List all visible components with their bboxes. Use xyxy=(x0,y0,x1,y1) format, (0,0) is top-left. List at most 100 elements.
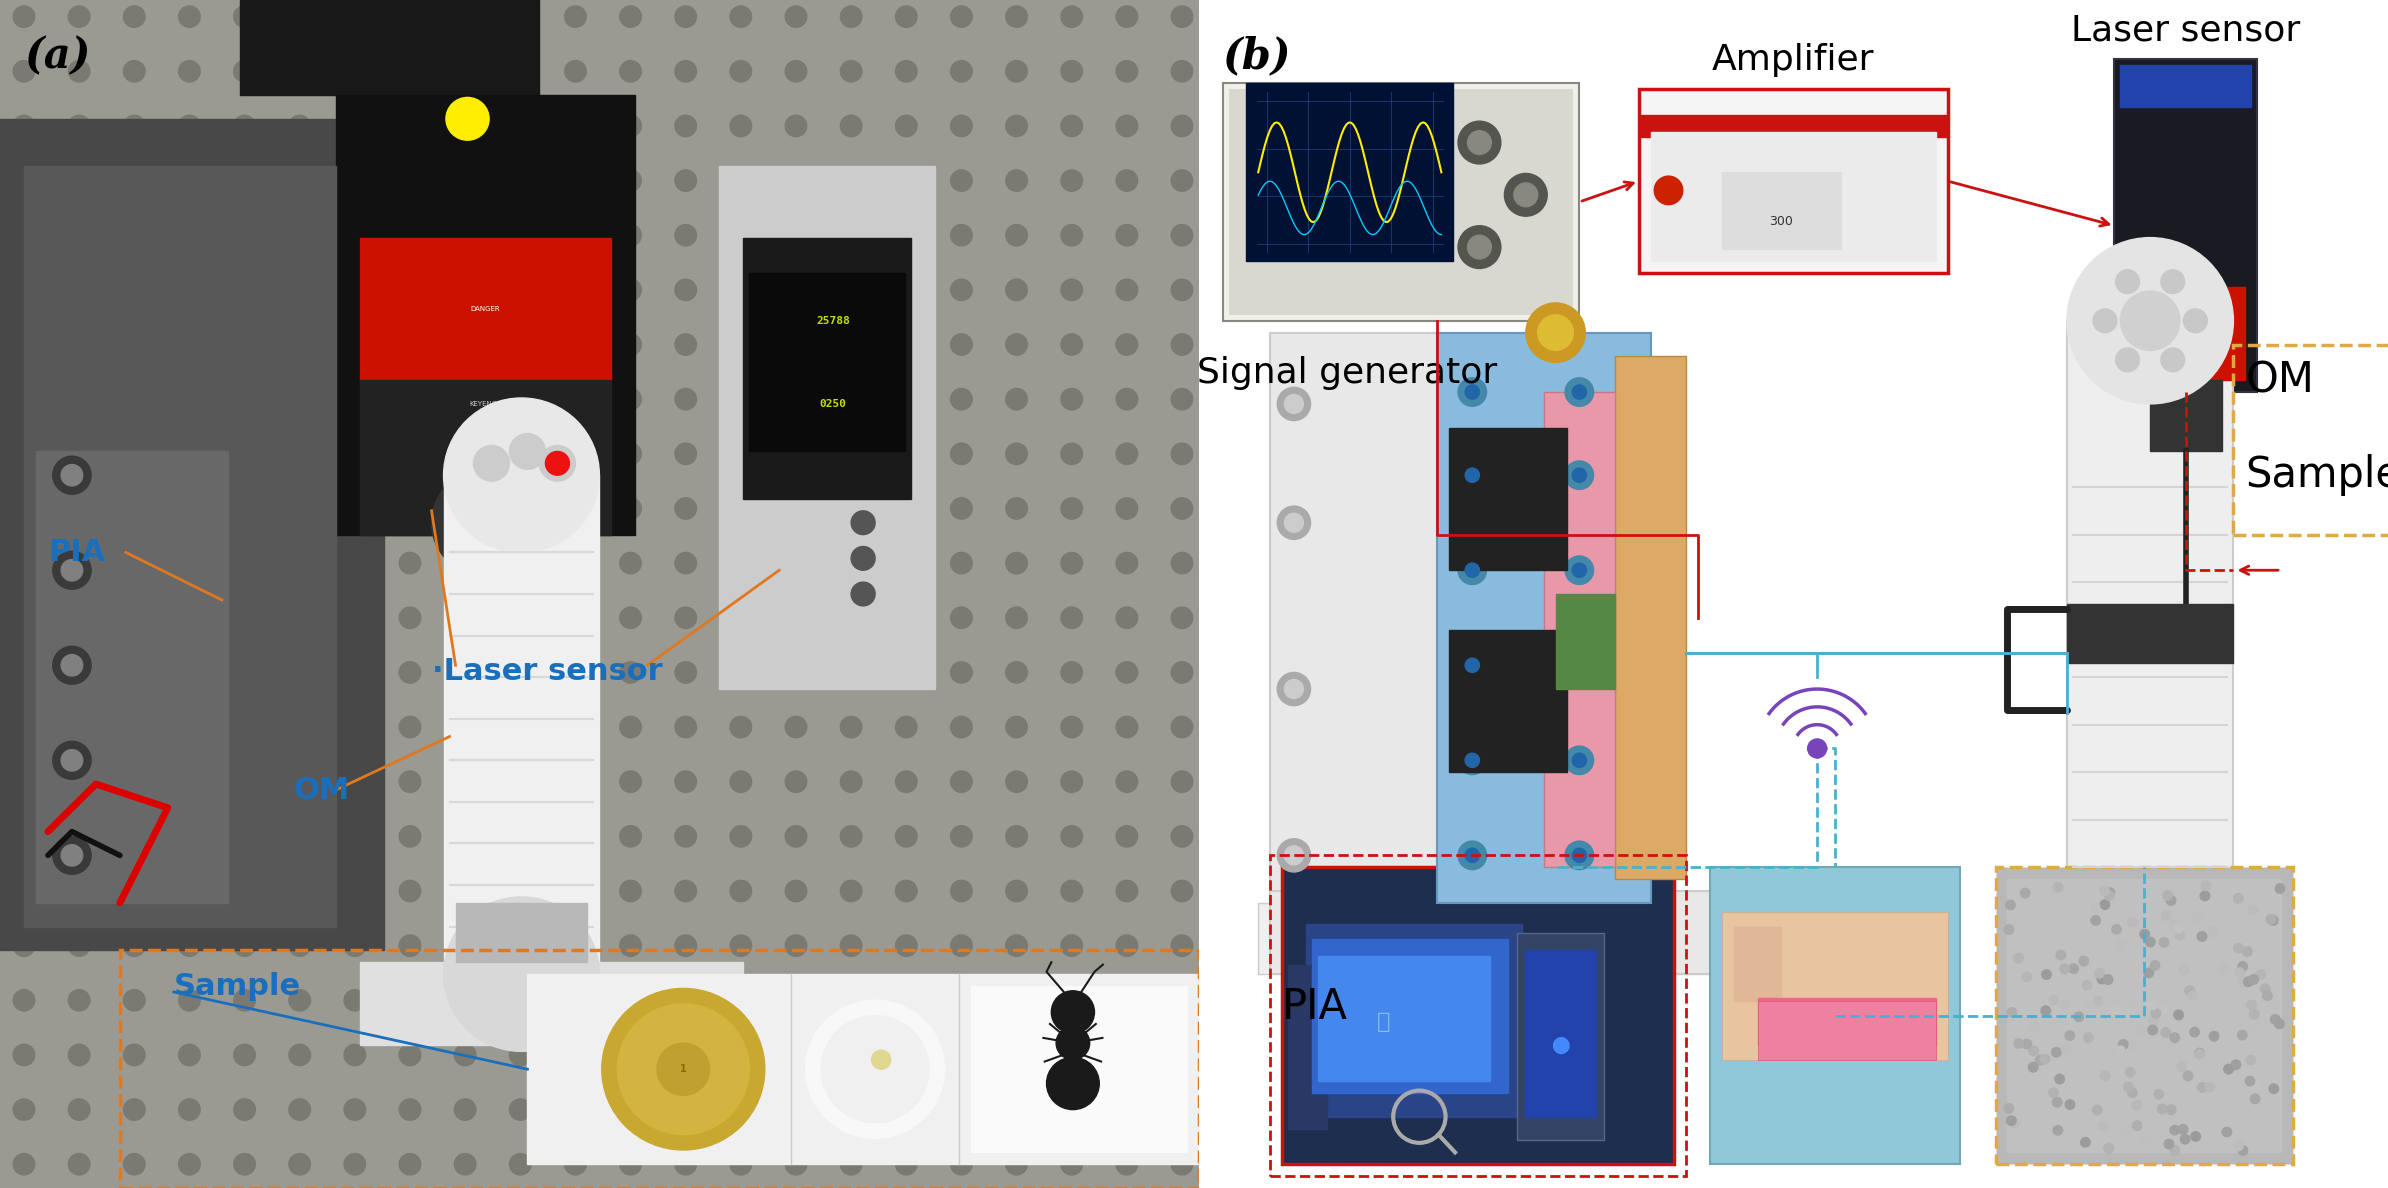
Circle shape xyxy=(2039,1055,2049,1064)
Bar xyxy=(1555,594,1614,689)
Circle shape xyxy=(950,170,972,191)
Circle shape xyxy=(1170,716,1192,738)
Circle shape xyxy=(2090,903,2099,912)
Circle shape xyxy=(564,1044,585,1066)
Circle shape xyxy=(1005,1044,1027,1066)
Circle shape xyxy=(1170,115,1192,137)
Circle shape xyxy=(2180,1135,2190,1144)
Circle shape xyxy=(564,498,585,519)
Circle shape xyxy=(1115,443,1137,465)
Circle shape xyxy=(289,115,310,137)
Circle shape xyxy=(1170,279,1192,301)
Circle shape xyxy=(2061,999,2070,1009)
Circle shape xyxy=(950,443,972,465)
Circle shape xyxy=(896,662,917,683)
Circle shape xyxy=(2230,1060,2240,1069)
Circle shape xyxy=(454,716,475,738)
Circle shape xyxy=(621,115,642,137)
Bar xyxy=(24,166,337,927)
Circle shape xyxy=(1005,388,1027,410)
Circle shape xyxy=(621,1154,642,1175)
Circle shape xyxy=(2166,1105,2175,1114)
Circle shape xyxy=(950,498,972,519)
Circle shape xyxy=(344,334,365,355)
Circle shape xyxy=(124,6,146,27)
Circle shape xyxy=(69,716,91,738)
Text: OM: OM xyxy=(2245,359,2314,402)
Circle shape xyxy=(841,662,862,683)
Circle shape xyxy=(1459,121,1500,164)
Circle shape xyxy=(2240,978,2247,987)
Circle shape xyxy=(1170,771,1192,792)
Circle shape xyxy=(1655,176,1684,204)
Circle shape xyxy=(2056,950,2066,960)
Circle shape xyxy=(2061,965,2070,974)
Circle shape xyxy=(2123,1126,2132,1136)
Circle shape xyxy=(509,552,530,574)
Circle shape xyxy=(124,388,146,410)
Circle shape xyxy=(509,434,544,469)
Circle shape xyxy=(2128,1088,2137,1098)
Circle shape xyxy=(786,279,807,301)
Circle shape xyxy=(731,935,752,956)
Circle shape xyxy=(731,880,752,902)
Circle shape xyxy=(731,170,752,191)
Circle shape xyxy=(69,388,91,410)
Circle shape xyxy=(950,552,972,574)
Circle shape xyxy=(1170,1154,1192,1175)
Circle shape xyxy=(950,388,972,410)
Circle shape xyxy=(2161,911,2171,921)
Circle shape xyxy=(786,334,807,355)
Circle shape xyxy=(2183,1072,2192,1081)
Circle shape xyxy=(2171,1145,2180,1155)
Circle shape xyxy=(950,607,972,628)
Circle shape xyxy=(950,826,972,847)
Circle shape xyxy=(2144,968,2154,978)
Circle shape xyxy=(950,880,972,902)
Circle shape xyxy=(2195,1049,2204,1059)
Circle shape xyxy=(124,61,146,82)
Circle shape xyxy=(2104,1081,2113,1091)
Circle shape xyxy=(509,1154,530,1175)
Circle shape xyxy=(509,607,530,628)
Circle shape xyxy=(2223,1127,2233,1137)
Circle shape xyxy=(509,170,530,191)
Circle shape xyxy=(2180,965,2190,974)
Bar xyxy=(1318,956,1490,1081)
Circle shape xyxy=(950,990,972,1011)
Circle shape xyxy=(2061,1044,2070,1054)
Circle shape xyxy=(509,6,530,27)
Circle shape xyxy=(2101,1070,2109,1080)
Circle shape xyxy=(786,552,807,574)
Circle shape xyxy=(2154,1089,2164,1099)
Circle shape xyxy=(2261,984,2271,993)
Circle shape xyxy=(2218,965,2228,974)
Circle shape xyxy=(1060,826,1082,847)
Circle shape xyxy=(1115,334,1137,355)
Circle shape xyxy=(14,6,36,27)
Circle shape xyxy=(53,646,91,684)
Circle shape xyxy=(2068,238,2233,404)
Circle shape xyxy=(676,771,697,792)
Circle shape xyxy=(564,662,585,683)
Circle shape xyxy=(2027,1062,2037,1072)
Circle shape xyxy=(1115,607,1137,628)
Circle shape xyxy=(234,1154,256,1175)
Circle shape xyxy=(2242,977,2252,986)
Circle shape xyxy=(731,115,752,137)
Circle shape xyxy=(896,935,917,956)
Circle shape xyxy=(69,662,91,683)
Circle shape xyxy=(454,552,475,574)
Circle shape xyxy=(124,1044,146,1066)
Circle shape xyxy=(124,1099,146,1120)
Circle shape xyxy=(950,1099,972,1120)
Circle shape xyxy=(950,225,972,246)
Circle shape xyxy=(2006,1116,2015,1125)
Circle shape xyxy=(1005,607,1027,628)
Text: (a): (a) xyxy=(24,36,91,77)
Bar xyxy=(1710,867,1961,1164)
Circle shape xyxy=(454,334,475,355)
Circle shape xyxy=(454,498,475,519)
Circle shape xyxy=(786,61,807,82)
Circle shape xyxy=(289,552,310,574)
